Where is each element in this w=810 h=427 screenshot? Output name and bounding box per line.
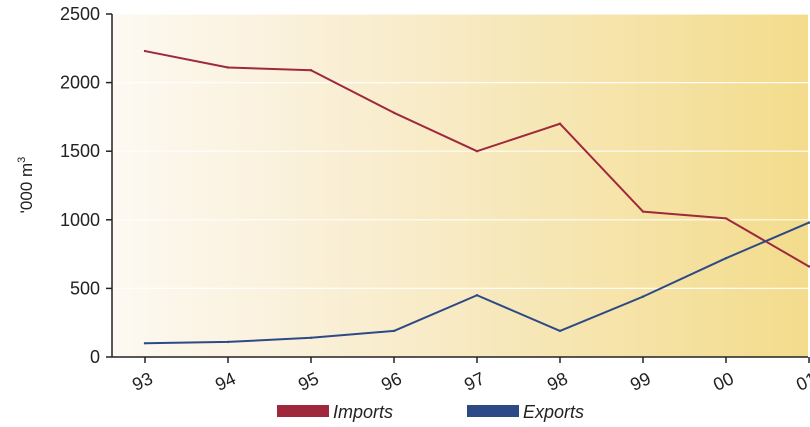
y-tick-labels: 0 500 1000 1500 2000 2500	[60, 4, 112, 367]
y-tick-label-500: 500	[70, 278, 100, 298]
legend-label-imports: Imports	[333, 402, 393, 422]
legend-swatch-imports	[277, 405, 329, 417]
legend-swatch-exports	[467, 405, 519, 417]
data-point-exports-97	[475, 294, 479, 297]
x-tick-label-00: 00	[710, 368, 737, 395]
x-tick-label-01: 01	[793, 368, 810, 395]
data-point-imports-94	[226, 66, 230, 69]
x-tick-label-98: 98	[544, 368, 571, 395]
data-point-exports-01	[807, 221, 810, 224]
data-point-imports-98	[558, 122, 562, 125]
data-point-imports-95	[309, 69, 313, 72]
plot-background	[112, 14, 808, 357]
y-tick-label-1000: 1000	[60, 210, 100, 230]
y-tick-label-0: 0	[90, 347, 100, 367]
x-tick-label-95: 95	[295, 368, 322, 395]
legend: Imports Exports	[277, 402, 584, 422]
legend-label-exports: Exports	[523, 402, 584, 422]
data-point-exports-94	[226, 340, 230, 344]
data-point-exports-96	[392, 329, 396, 333]
data-point-exports-00	[724, 257, 728, 260]
x-tick-label-93: 93	[129, 368, 156, 395]
gridlines	[112, 13, 808, 289]
data-point-exports-93	[143, 342, 147, 345]
y-axis-title: '000 m3	[16, 157, 36, 214]
x-tick-labels: 93 94 95 96 97 98 99 00 01	[129, 357, 810, 395]
y-tick-label-2500: 2500	[60, 4, 100, 24]
data-point-imports-00	[724, 217, 728, 220]
data-point-imports-99	[641, 210, 645, 213]
data-point-exports-99	[641, 295, 645, 298]
y-tick-label-1500: 1500	[60, 141, 100, 161]
data-point-imports-93	[143, 49, 147, 53]
y-tick-label-2000: 2000	[60, 73, 100, 93]
data-point-imports-97	[475, 150, 479, 153]
data-point-imports-01	[807, 265, 810, 268]
data-point-exports-95	[309, 336, 313, 339]
x-tick-label-99: 99	[627, 368, 654, 395]
x-tick-label-94: 94	[212, 368, 239, 395]
x-tick-label-96: 96	[378, 368, 405, 395]
series-lines	[143, 49, 810, 345]
data-point-imports-96	[392, 111, 396, 114]
data-point-exports-98	[558, 329, 562, 333]
x-tick-label-97: 97	[461, 368, 488, 395]
